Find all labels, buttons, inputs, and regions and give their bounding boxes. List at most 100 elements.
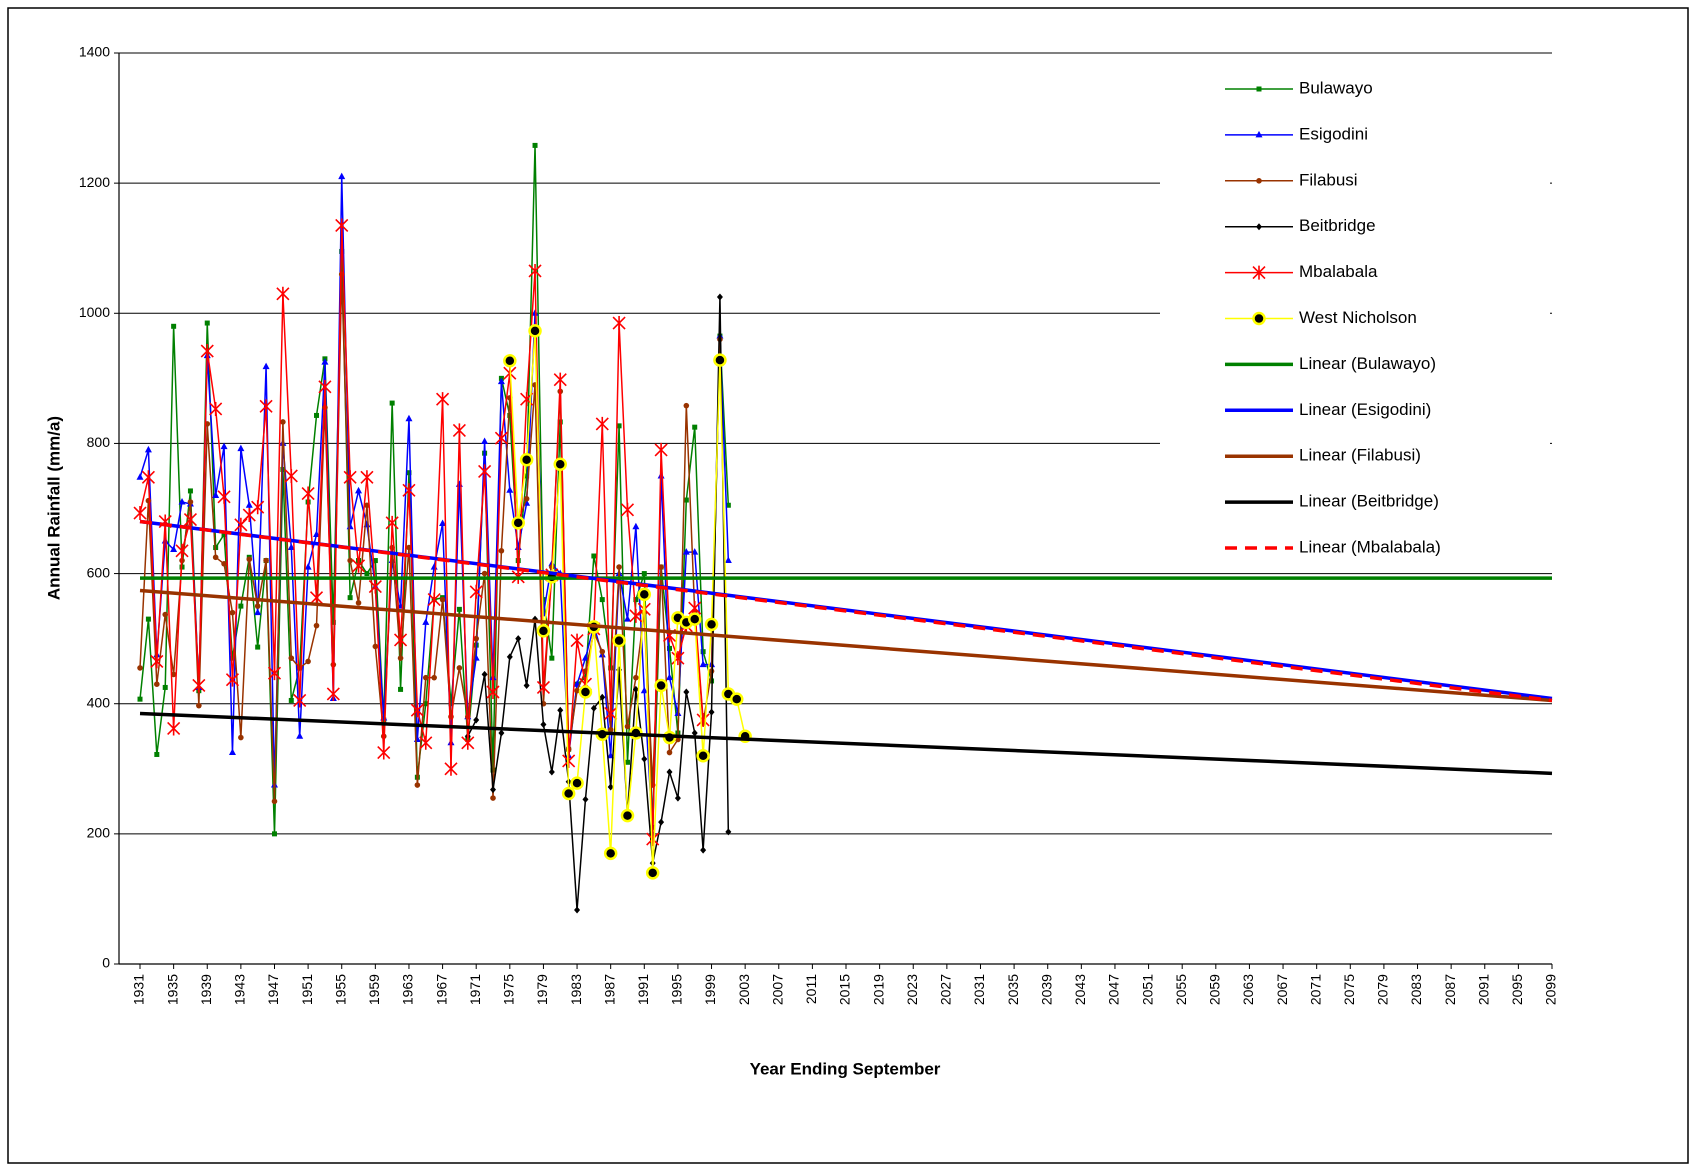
series-line	[139, 711, 1553, 776]
x-tick-label: 1991	[635, 974, 651, 1005]
x-tick-label: 1935	[164, 974, 180, 1005]
x-tick-label: 1999	[702, 974, 718, 1005]
marker	[254, 608, 262, 616]
y-tick-label: 800	[87, 434, 111, 450]
marker	[245, 501, 253, 508]
marker	[271, 798, 278, 805]
marker	[532, 142, 538, 148]
marker	[150, 654, 164, 669]
marker	[481, 437, 489, 444]
plot-area	[133, 142, 1553, 914]
marker	[254, 603, 261, 609]
marker	[724, 556, 732, 564]
marker	[604, 706, 618, 721]
marker	[343, 470, 357, 485]
marker	[515, 635, 522, 643]
marker	[632, 522, 640, 530]
marker	[351, 558, 366, 573]
marker	[716, 293, 723, 301]
marker	[439, 519, 447, 526]
marker	[301, 486, 315, 501]
marker	[490, 767, 496, 773]
marker	[692, 424, 698, 430]
x-tick-label: 2079	[1375, 974, 1391, 1005]
marker	[398, 686, 404, 692]
marker	[683, 402, 690, 409]
series-line	[467, 296, 730, 911]
marker	[666, 768, 673, 776]
marker	[1256, 178, 1262, 184]
marker	[637, 587, 652, 602]
marker	[321, 358, 329, 365]
legend-label: Linear (Bulawayo)	[1299, 354, 1436, 373]
marker	[629, 608, 643, 623]
marker	[633, 597, 639, 603]
marker	[700, 846, 707, 854]
marker	[553, 457, 567, 472]
marker	[287, 543, 295, 551]
y-tick-label: 1000	[79, 304, 110, 320]
y-tick-label: 1200	[79, 174, 110, 190]
marker	[187, 499, 194, 505]
marker	[355, 600, 362, 606]
marker	[570, 633, 584, 648]
marker	[528, 324, 542, 338]
marker	[574, 687, 580, 694]
marker	[347, 557, 353, 564]
marker	[536, 680, 551, 695]
marker	[171, 323, 177, 329]
x-tick-label: 1959	[366, 974, 382, 1005]
marker	[456, 606, 462, 612]
marker	[536, 624, 551, 638]
marker	[599, 693, 606, 701]
marker	[372, 643, 379, 650]
marker	[469, 584, 483, 599]
marker	[654, 678, 668, 693]
marker	[582, 795, 589, 803]
marker	[481, 670, 488, 678]
x-tick-label: 2083	[1408, 974, 1424, 1005]
marker	[646, 832, 660, 847]
marker	[490, 786, 497, 794]
x-tick-label: 1943	[232, 974, 248, 1005]
series-line	[139, 519, 1553, 703]
marker	[355, 486, 363, 494]
x-tick-label: 1975	[501, 974, 517, 1005]
marker	[288, 697, 294, 703]
marker	[616, 564, 622, 570]
x-tick-label: 2007	[769, 974, 785, 1005]
marker	[595, 416, 609, 431]
marker	[212, 554, 219, 561]
x-tick-label: 2091	[1475, 974, 1491, 1005]
marker	[314, 412, 320, 418]
marker	[700, 649, 706, 655]
marker	[691, 729, 698, 737]
marker	[481, 570, 488, 577]
x-tick-label: 1995	[669, 974, 685, 1005]
marker	[397, 655, 404, 661]
x-tick-label: 2043	[1072, 974, 1088, 1005]
marker	[280, 419, 286, 425]
marker	[228, 748, 236, 756]
marker	[494, 431, 508, 446]
legend-label: Linear (Esigodini)	[1299, 400, 1431, 419]
x-tick-label: 2055	[1173, 974, 1189, 1005]
marker	[389, 400, 395, 406]
marker	[557, 706, 564, 714]
marker	[372, 558, 378, 564]
legend-label: Filabusi	[1299, 170, 1358, 189]
series	[139, 519, 1553, 703]
x-tick-label: 1955	[332, 974, 348, 1005]
marker	[523, 495, 530, 502]
marker	[427, 592, 441, 607]
marker	[144, 445, 152, 453]
marker	[368, 579, 382, 594]
marker	[498, 547, 505, 554]
legend-label: Beitbridge	[1299, 216, 1376, 235]
marker	[549, 655, 555, 661]
marker	[1252, 311, 1266, 326]
marker	[262, 362, 270, 370]
marker	[237, 444, 245, 452]
marker	[137, 696, 143, 702]
y-tick-label: 400	[87, 694, 111, 710]
